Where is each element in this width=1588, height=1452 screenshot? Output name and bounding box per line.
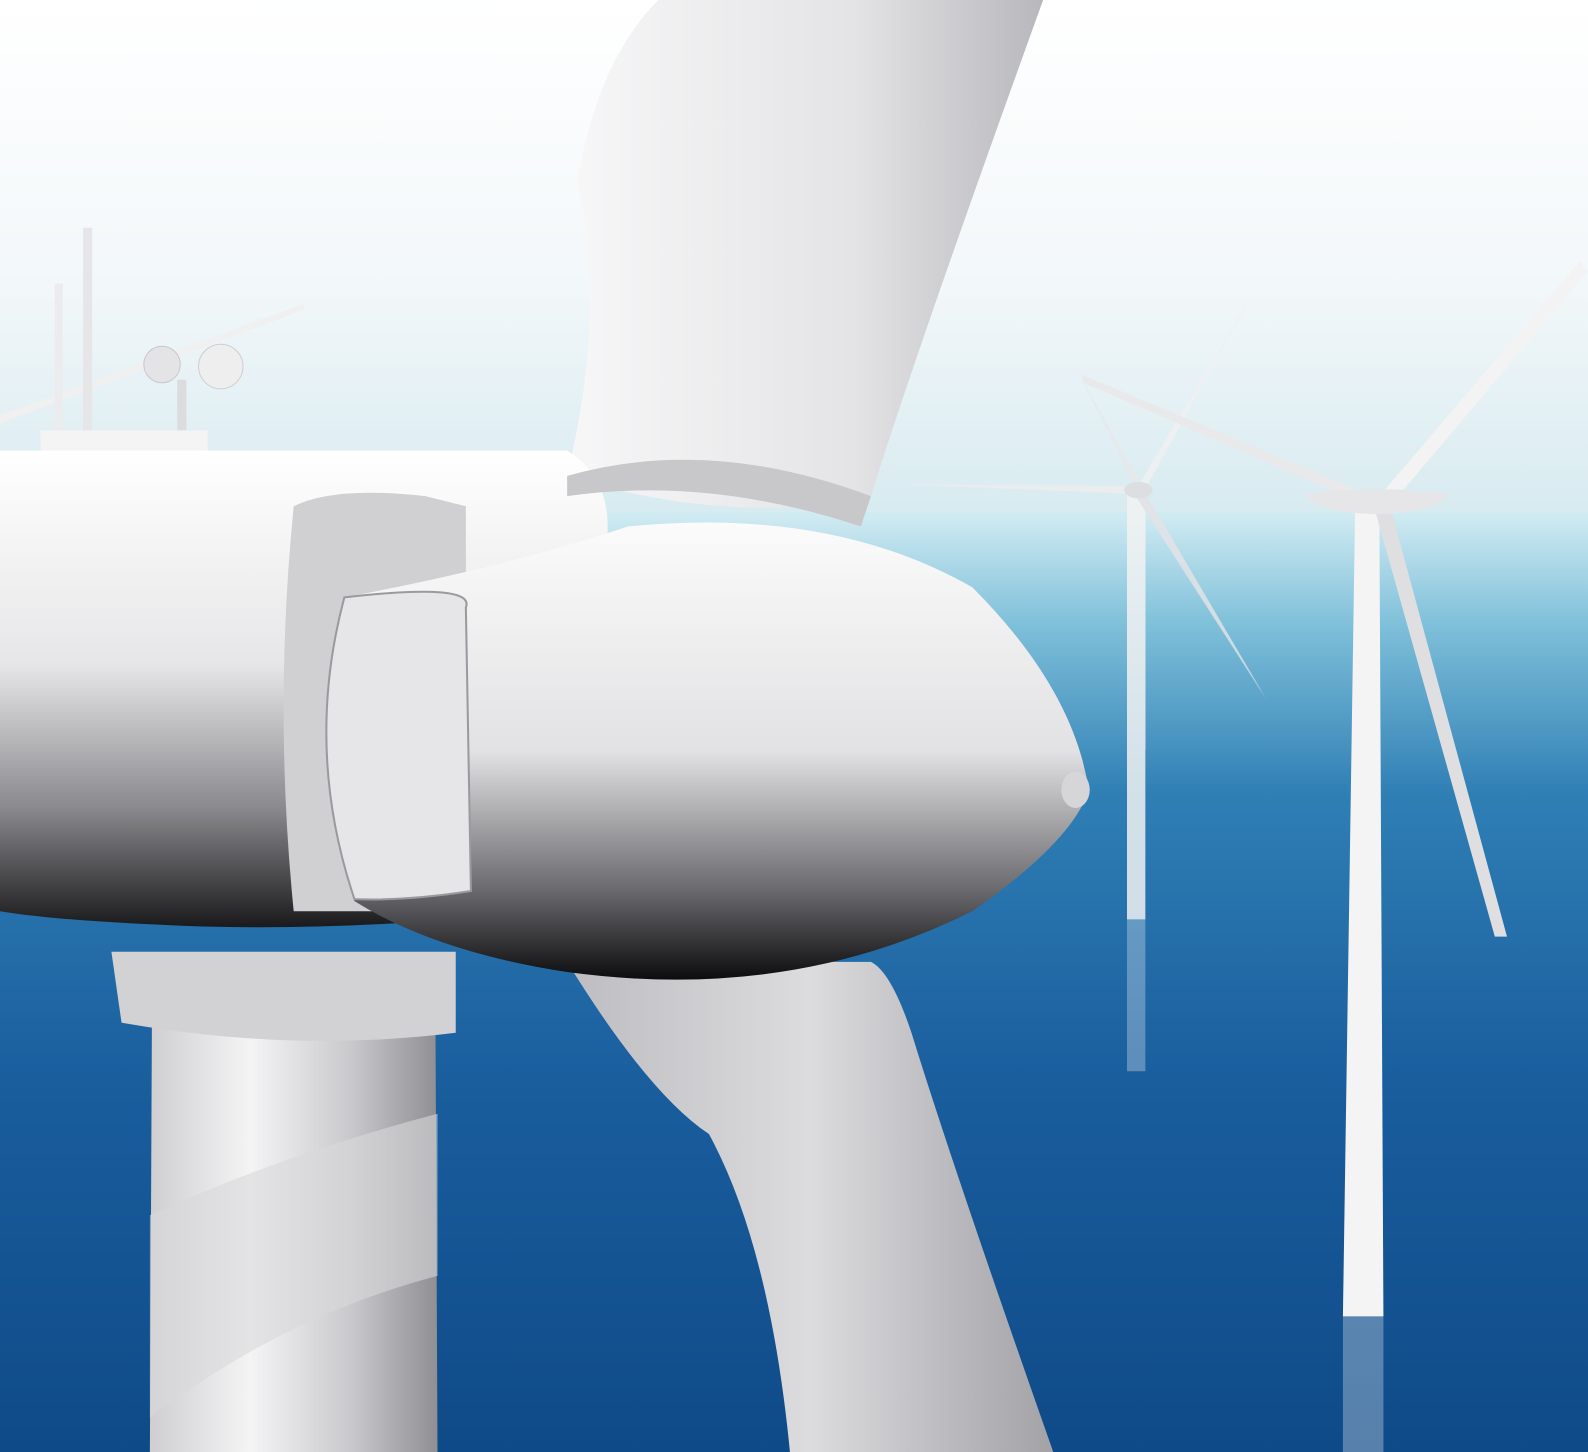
blade-root-ring xyxy=(567,459,871,527)
turbine-tower xyxy=(1342,511,1384,1317)
turbine-blade xyxy=(1081,374,1378,509)
turbine-reflection xyxy=(1342,1316,1384,1452)
turbine-blade xyxy=(891,484,1137,495)
weather-station xyxy=(0,227,304,453)
anemometer xyxy=(143,345,181,384)
blade-root-ring xyxy=(325,590,472,901)
spinner-tip xyxy=(1061,771,1090,809)
mast xyxy=(54,283,63,436)
turbine-blade xyxy=(1136,288,1256,495)
mast xyxy=(83,227,93,436)
turbine-blade xyxy=(1379,261,1588,507)
tower-shade xyxy=(149,1113,438,1418)
yaw-bearing xyxy=(111,951,456,1041)
distant-turbine xyxy=(1081,261,1588,1452)
turbine-blade xyxy=(1375,504,1507,937)
turbine-reflection xyxy=(1127,919,1146,1072)
rotor-blade xyxy=(567,0,1044,508)
turbine-tower xyxy=(1127,494,1146,920)
turbine-blade xyxy=(1134,488,1266,699)
mast xyxy=(177,379,187,436)
anemometer xyxy=(197,343,244,390)
turbine-nacelle xyxy=(1304,489,1449,515)
turbine-blade xyxy=(1079,374,1141,490)
spinner xyxy=(326,522,1089,980)
rotor-blade xyxy=(567,961,1054,1452)
distant-turbine xyxy=(891,288,1266,1072)
platform xyxy=(40,430,208,453)
turbine-hub xyxy=(1124,481,1153,499)
